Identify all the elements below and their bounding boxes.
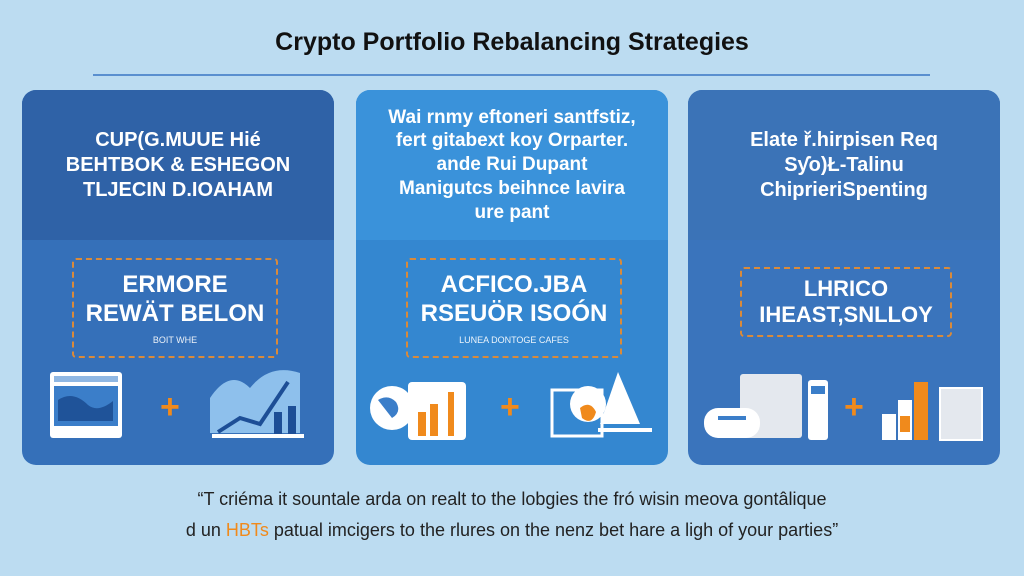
box-title: LHRICO IHEAST,SNLLOY: [759, 275, 933, 327]
quote-text: patual imcigers to the rlures on the nen…: [268, 520, 839, 540]
box-title: ERMORE REWÄT BELON: [85, 271, 265, 327]
quote-text: d un: [185, 520, 226, 540]
bar-chart-icon: [882, 382, 983, 441]
strategy-card-1: CUP(G.MUUE Hié BEHTBOK & ESHEGON TLJECIN…: [22, 90, 334, 465]
analytics-scale-icon: [550, 372, 652, 438]
strategy-card-2: Wai rnmy eftoneri santfstiz, fert gitabe…: [356, 90, 668, 465]
page-title: Crypto Portfolio Rebalancing Strategies: [275, 28, 749, 56]
devices-icon: [704, 374, 828, 440]
plus-icon: +: [500, 388, 520, 426]
title-divider: [93, 74, 930, 76]
card-highlight-box: ACFICO.JBA RSEUÖR ISOÓN LUNEA DONTOGE CA…: [406, 258, 622, 358]
card-heading: Wai rnmy eftoneri santfstiz, fert gitabe…: [356, 90, 668, 240]
quote-line-1: “T criéma it sountale arda on realt to t…: [197, 489, 827, 509]
plus-icon: +: [160, 388, 180, 426]
box-title: ACFICO.JBA RSEUÖR ISOÓN: [420, 271, 608, 327]
strategy-card-3: Elate ř.hirpisen Req Sƴo)Ł-Talinu Chipri…: [688, 90, 1000, 465]
box-subtitle: BOIT WHE: [152, 334, 198, 345]
card-heading: Elate ř.hirpisen Req Sƴo)Ł-Talinu Chipri…: [688, 90, 1000, 240]
card-highlight-box: ERMORE REWÄT BELON BOIT WHE: [72, 258, 278, 358]
box-subtitle: LUNEA DONTOGE CAFES: [459, 334, 569, 345]
card-heading: CUP(G.MUUE Hié BEHTBOK & ESHEGON TLJECIN…: [22, 90, 334, 240]
quote-highlight: HBTs: [225, 520, 269, 540]
card-highlight-box: LHRICO IHEAST,SNLLOY: [740, 267, 952, 337]
plus-icon: +: [844, 388, 864, 426]
globe-dashboard-icon: [370, 382, 466, 440]
quote-line-2: d un HBTs patual imcigers to the rlures …: [0, 520, 1024, 541]
browser-map-icon: [50, 372, 122, 438]
growth-chart-icon: [210, 370, 304, 438]
